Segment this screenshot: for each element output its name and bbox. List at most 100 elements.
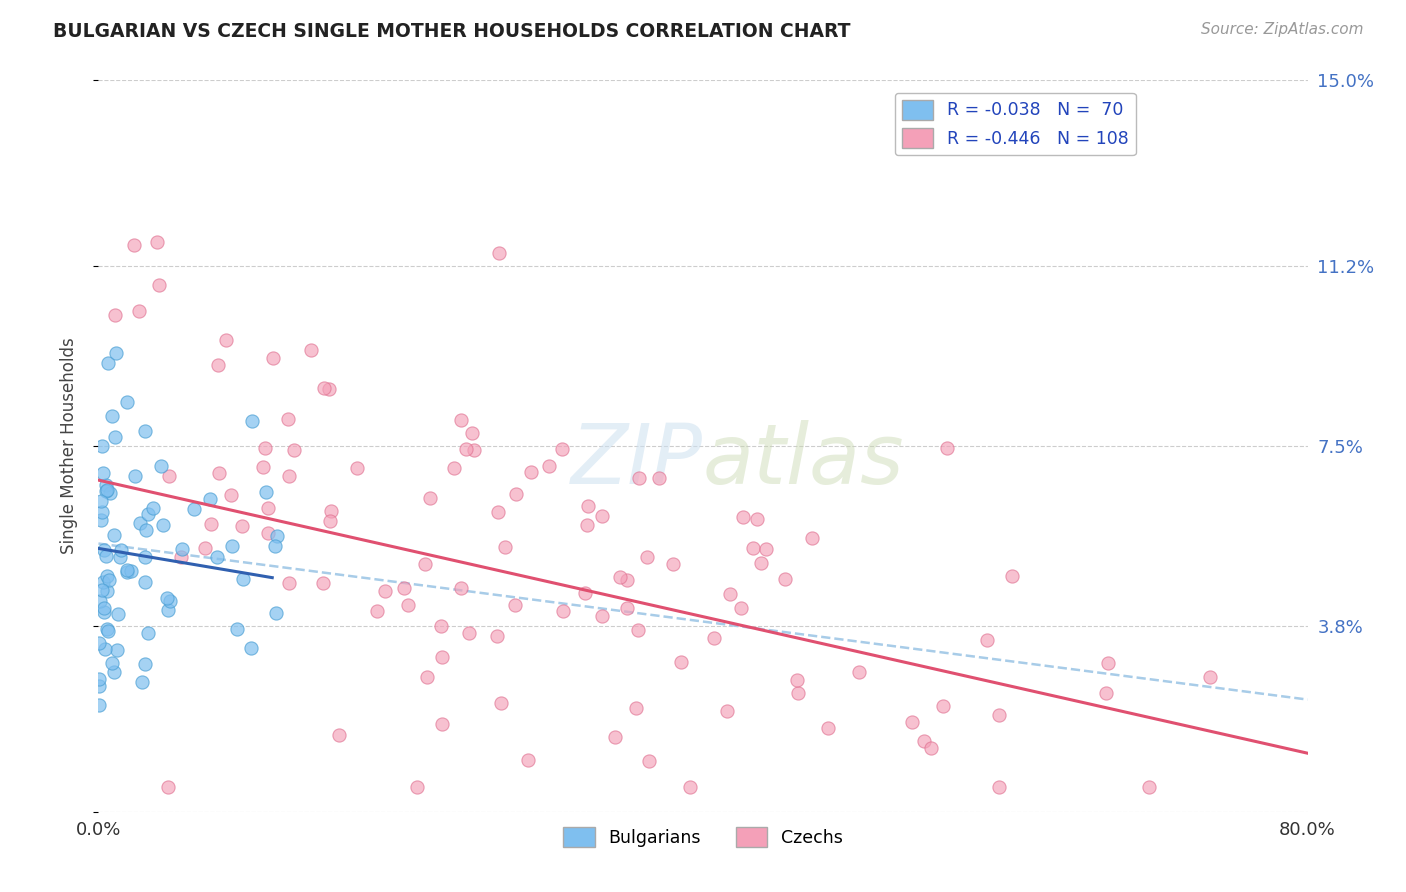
- Point: [366, 604, 388, 618]
- Point: [318, 514, 340, 528]
- Point: [120, 564, 142, 578]
- Point: [773, 572, 796, 586]
- Point: [134, 549, 156, 564]
- Point: [117, 565, 139, 579]
- Point: [97, 624, 120, 638]
- Point: [591, 508, 613, 523]
- Point: [91, 439, 114, 453]
- Point: [89, 636, 111, 650]
- Point: [463, 443, 485, 458]
- Point: [97, 573, 120, 587]
- Point: [406, 780, 429, 795]
- Point: [135, 523, 157, 537]
- Point: [90, 513, 112, 527]
- Point: [538, 459, 561, 474]
- Point: [97, 356, 120, 370]
- Point: [170, 541, 193, 556]
- Point: [96, 622, 118, 636]
- Point: [718, 587, 741, 601]
- Text: Source: ZipAtlas.com: Source: ZipAtlas.com: [1201, 22, 1364, 37]
- Point: [91, 574, 114, 589]
- Point: [1097, 656, 1119, 670]
- Point: [93, 543, 115, 558]
- Point: [232, 573, 254, 587]
- Text: ZIP: ZIP: [571, 420, 703, 501]
- Point: [627, 623, 650, 637]
- Point: [283, 442, 305, 457]
- Point: [221, 539, 243, 553]
- Point: [252, 459, 274, 474]
- Point: [107, 607, 129, 621]
- Point: [328, 728, 350, 742]
- Point: [96, 483, 118, 498]
- Point: [194, 541, 217, 555]
- Legend: Bulgarians, Czechs: Bulgarians, Czechs: [557, 821, 849, 855]
- Point: [346, 461, 368, 475]
- Point: [591, 609, 613, 624]
- Point: [551, 442, 574, 456]
- Point: [278, 576, 301, 591]
- Point: [89, 679, 111, 693]
- Point: [912, 733, 935, 747]
- Point: [430, 717, 453, 731]
- Point: [131, 675, 153, 690]
- Point: [208, 466, 231, 480]
- Text: BULGARIAN VS CZECH SINGLE MOTHER HOUSEHOLDS CORRELATION CHART: BULGARIAN VS CZECH SINGLE MOTHER HOUSEHO…: [53, 22, 851, 41]
- Point: [454, 442, 477, 457]
- Point: [489, 696, 512, 710]
- Point: [553, 604, 575, 618]
- Point: [278, 468, 301, 483]
- Point: [115, 395, 138, 409]
- Point: [703, 631, 725, 645]
- Point: [94, 642, 117, 657]
- Point: [520, 465, 543, 479]
- Point: [616, 600, 638, 615]
- Point: [101, 657, 124, 671]
- Point: [450, 582, 472, 596]
- Point: [145, 235, 167, 249]
- Point: [900, 714, 922, 729]
- Point: [277, 412, 299, 426]
- Point: [215, 333, 238, 347]
- Point: [576, 499, 599, 513]
- Point: [800, 531, 823, 545]
- Point: [87, 698, 110, 712]
- Point: [152, 517, 174, 532]
- Point: [110, 543, 132, 558]
- Point: [312, 576, 335, 591]
- Point: [318, 383, 340, 397]
- Point: [745, 512, 768, 526]
- Point: [936, 442, 959, 456]
- Point: [416, 669, 439, 683]
- Point: [669, 655, 692, 669]
- Point: [219, 487, 242, 501]
- Point: [742, 541, 765, 555]
- Point: [134, 574, 156, 589]
- Point: [628, 470, 651, 484]
- Point: [159, 593, 181, 607]
- Point: [394, 581, 416, 595]
- Point: [1137, 780, 1160, 795]
- Point: [648, 471, 671, 485]
- Point: [93, 601, 115, 615]
- Point: [733, 510, 755, 524]
- Point: [848, 665, 870, 679]
- Point: [90, 493, 112, 508]
- Point: [603, 730, 626, 744]
- Point: [443, 461, 465, 475]
- Point: [624, 700, 647, 714]
- Point: [787, 686, 810, 700]
- Y-axis label: Single Mother Households: Single Mother Households: [59, 338, 77, 554]
- Point: [430, 619, 453, 633]
- Point: [148, 278, 170, 293]
- Point: [89, 673, 111, 687]
- Point: [932, 699, 955, 714]
- Point: [90, 506, 112, 520]
- Point: [253, 441, 276, 455]
- Point: [231, 519, 253, 533]
- Point: [755, 541, 778, 556]
- Point: [716, 704, 738, 718]
- Point: [817, 722, 839, 736]
- Point: [157, 780, 180, 795]
- Point: [105, 346, 128, 360]
